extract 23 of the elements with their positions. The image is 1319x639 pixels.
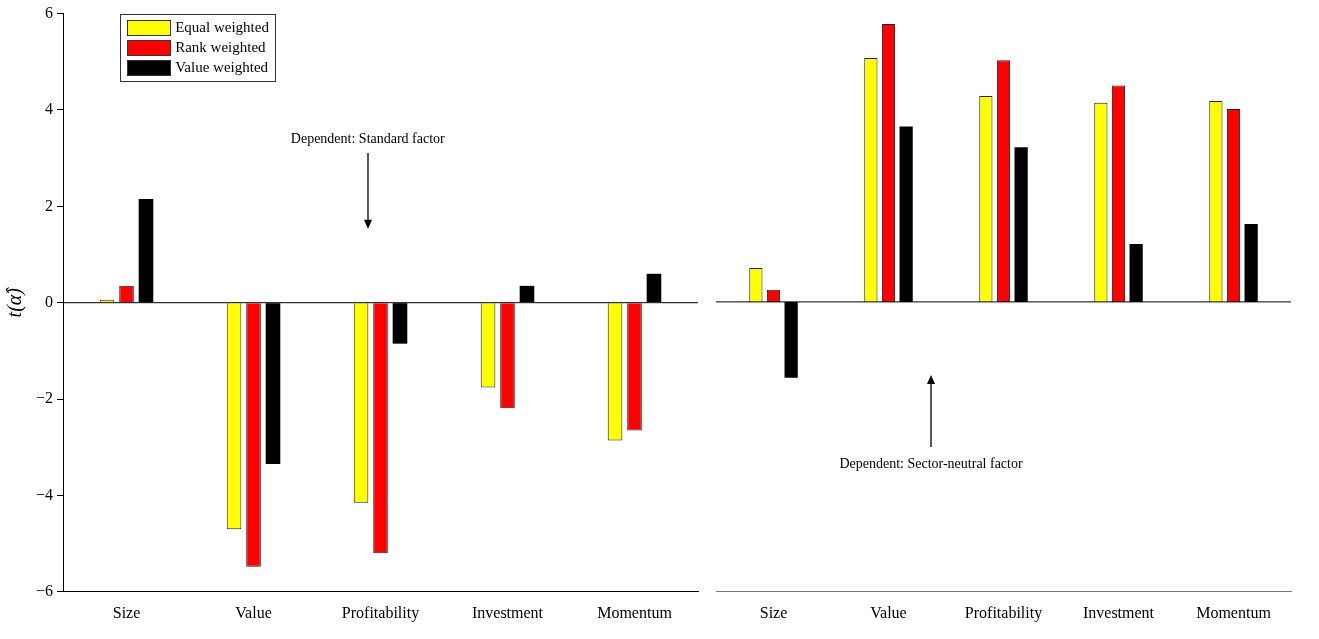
y-tick-label: 0 bbox=[45, 292, 54, 310]
y-tick-label: 4 bbox=[45, 100, 54, 118]
annotation: Dependent: Standard factor bbox=[290, 131, 445, 148]
legend-label: Equal weighted bbox=[175, 19, 269, 37]
x-tick-label: Size bbox=[112, 603, 141, 621]
x-tick-label: Size bbox=[759, 603, 788, 621]
legend-label: Rank weighted bbox=[175, 39, 266, 57]
annotation: Dependent: Sector-neutral factor bbox=[839, 455, 1023, 472]
x-tick-label: Investment bbox=[471, 603, 544, 621]
y-tick-label: −6 bbox=[35, 582, 54, 599]
y-tick-label: 6 bbox=[45, 3, 54, 21]
x-tick-label: Investment bbox=[1082, 603, 1155, 621]
y-tick-label: −2 bbox=[35, 389, 54, 407]
x-tick-label: Momentum bbox=[597, 603, 673, 621]
y-tick-label: −4 bbox=[35, 485, 54, 503]
x-tick-label: Profitability bbox=[964, 603, 1043, 622]
x-tick-label: Momentum bbox=[1196, 603, 1272, 621]
y-tick-label: 2 bbox=[45, 196, 54, 214]
x-tick-label: Value bbox=[235, 603, 272, 621]
legend-label: Value weighted bbox=[175, 59, 269, 77]
x-tick-label: Profitability bbox=[341, 603, 420, 622]
y-axis-title: t(α̂) bbox=[3, 286, 27, 318]
x-tick-label: Value bbox=[870, 603, 907, 621]
